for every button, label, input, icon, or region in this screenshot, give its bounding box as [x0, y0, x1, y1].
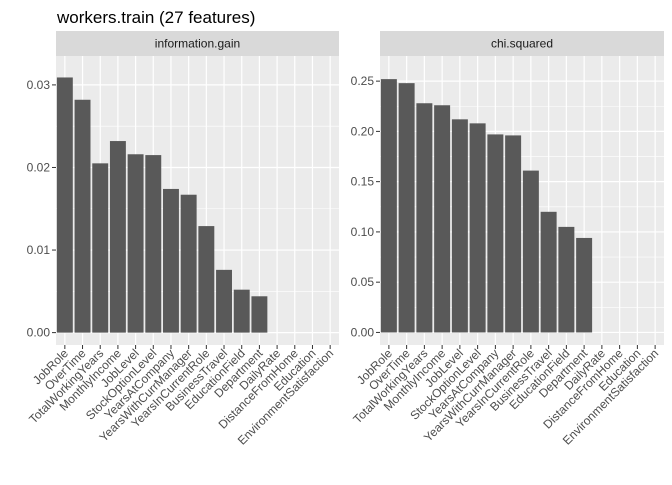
y-tick-label-1-5: 0.25 — [351, 74, 375, 88]
bar-information-gain-0 — [56, 77, 73, 333]
facet-strip-label-0: information.gain — [155, 37, 240, 51]
bar-information-gain-2 — [92, 163, 109, 333]
facet-strip-label-1: chi.squared — [491, 37, 553, 51]
bar-information-gain-5 — [145, 155, 162, 333]
facet-strip-1 — [380, 31, 664, 56]
y-tick-label-1-3: 0.15 — [351, 175, 375, 189]
y-tick-label-0-2: 0.02 — [27, 160, 51, 174]
bar-chi-squared-3 — [434, 105, 451, 333]
bar-chi-squared-1 — [398, 83, 415, 333]
bar-information-gain-6 — [163, 188, 179, 333]
y-tick-label-0-1: 0.01 — [27, 243, 51, 257]
y-tick-label-1-1: 0.05 — [351, 275, 375, 289]
y-tick-label-0-3: 0.03 — [27, 78, 51, 92]
bar-chi-squared-6 — [487, 134, 504, 333]
bar-chi-squared-5 — [469, 123, 486, 333]
bar-chi-squared-10 — [558, 226, 575, 333]
y-tick-label-1-0: 0.00 — [351, 325, 375, 339]
y-tick-label-0-0: 0.00 — [27, 326, 51, 340]
facet-strip-0 — [56, 31, 339, 56]
bar-chi-squared-8 — [522, 170, 539, 333]
bar-chi-squared-0 — [380, 79, 397, 333]
bar-information-gain-10 — [233, 289, 250, 333]
bar-information-gain-7 — [180, 194, 197, 333]
bar-chi-squared-7 — [505, 135, 522, 333]
bar-information-gain-8 — [198, 226, 215, 333]
bar-chi-squared-11 — [576, 237, 593, 333]
bar-information-gain-3 — [109, 141, 126, 333]
y-tick-label-1-2: 0.10 — [351, 225, 375, 239]
bar-chi-squared-4 — [451, 119, 468, 333]
bar-information-gain-4 — [127, 154, 144, 333]
chart-title: workers.train (27 features) — [56, 8, 255, 27]
bar-information-gain-1 — [74, 99, 91, 333]
bar-chi-squared-2 — [416, 103, 433, 333]
bar-chi-squared-9 — [540, 211, 557, 333]
bar-information-gain-11 — [251, 296, 268, 333]
bar-information-gain-9 — [216, 269, 232, 333]
y-tick-label-1-4: 0.20 — [351, 124, 375, 138]
